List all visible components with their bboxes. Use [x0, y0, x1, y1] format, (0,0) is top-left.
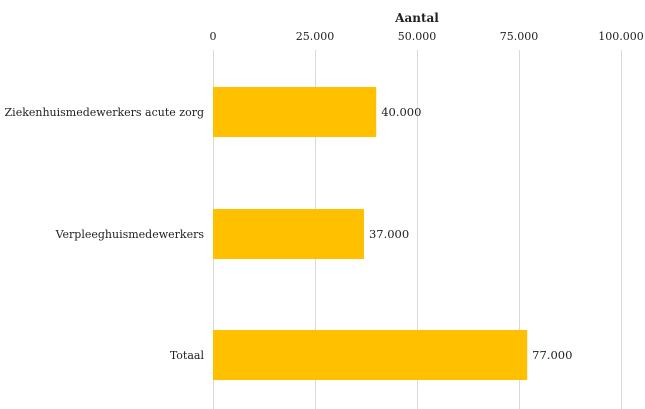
x-tick-label: 100.000	[598, 30, 644, 43]
data-labels: 40.000 37.000 77.000	[369, 105, 572, 362]
category-label: Verpleeghuismedewerkers	[55, 228, 205, 241]
x-axis-tick-labels: 0 25.000 50.000 75.000 100.000	[210, 30, 644, 43]
x-axis-title: Aantal	[394, 11, 439, 25]
x-tick-label: 50.000	[398, 30, 437, 43]
category-label: Totaal	[170, 349, 205, 362]
bar	[213, 87, 377, 137]
x-tick-label: 75.000	[500, 30, 539, 43]
data-label: 37.000	[369, 227, 409, 241]
data-label: 40.000	[381, 105, 421, 119]
x-tick-label: 25.000	[296, 30, 335, 43]
bar	[213, 330, 528, 380]
category-label: Ziekenhuismedewerkers acute zorg	[5, 106, 204, 119]
data-label: 77.000	[532, 348, 572, 362]
bars	[213, 87, 528, 380]
x-tick-label: 0	[210, 30, 217, 43]
bar	[213, 209, 364, 259]
category-labels: Ziekenhuismedewerkers acute zorg Verpleeg…	[5, 106, 205, 362]
